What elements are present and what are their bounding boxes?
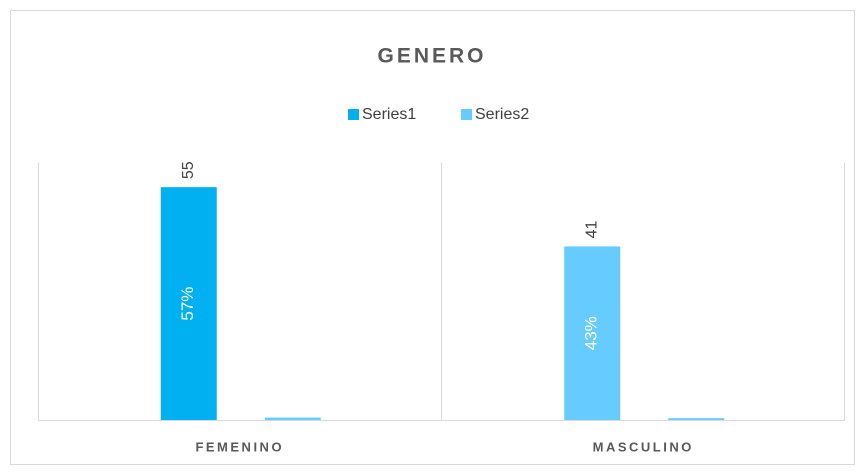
value-label: 41 — [583, 221, 600, 239]
legend-swatch — [348, 109, 359, 120]
chart-title: GENERO — [377, 45, 486, 68]
bar — [160, 187, 217, 420]
value-label: 55 — [180, 161, 197, 179]
value-label: 57% — [178, 287, 197, 321]
value-label: 43% — [582, 316, 601, 350]
x-tick-label: FEMENINO — [195, 439, 284, 454]
chart-border — [10, 10, 855, 465]
legend-label: Series2 — [475, 106, 529, 123]
legend-label: Series1 — [362, 106, 416, 123]
bar — [264, 417, 321, 420]
bar — [668, 418, 725, 420]
bar — [564, 246, 621, 420]
legend-swatch — [461, 109, 472, 120]
x-tick-label: MASCULINO — [593, 439, 694, 454]
